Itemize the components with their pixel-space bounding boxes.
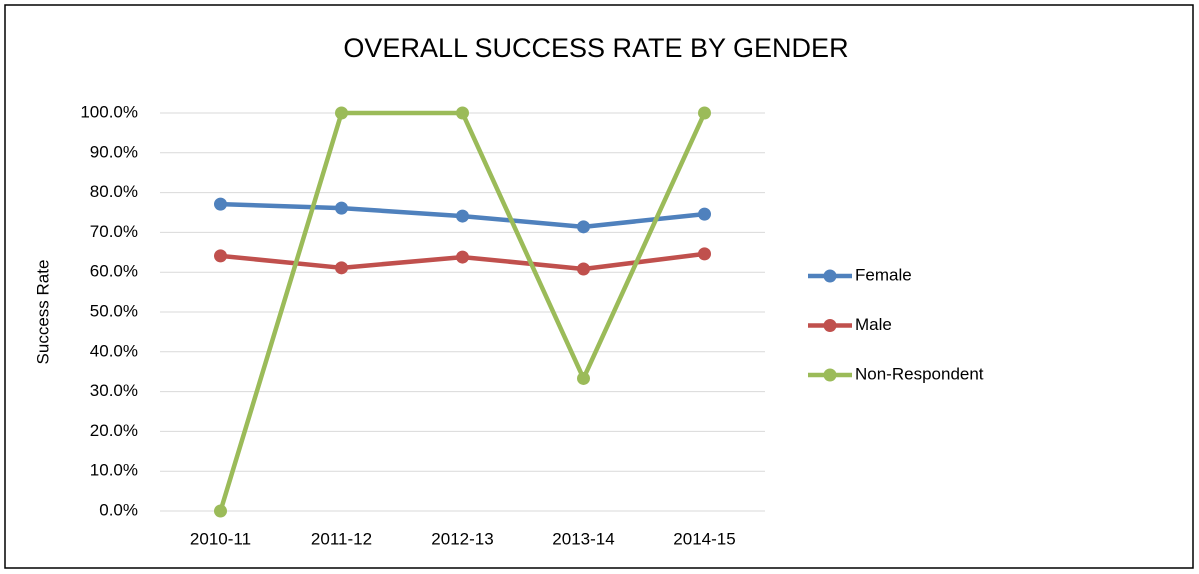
- y-tick-label: 0.0%: [99, 500, 138, 519]
- y-tick-label: 80.0%: [90, 182, 138, 201]
- data-point: [577, 220, 590, 234]
- data-point: [577, 262, 590, 276]
- y-tick-label: 70.0%: [90, 222, 138, 241]
- y-tick-label: 60.0%: [90, 262, 138, 281]
- chart-frame: [4, 4, 1194, 569]
- data-point: [335, 106, 348, 120]
- x-tick-label: 2013-14: [552, 529, 614, 548]
- data-point: [698, 247, 711, 261]
- data-point: [214, 197, 227, 211]
- data-point: [214, 504, 227, 518]
- x-tick-label: 2014-15: [673, 529, 735, 548]
- data-point: [698, 207, 711, 221]
- legend-label: Male: [855, 315, 892, 334]
- y-tick-label: 30.0%: [90, 381, 138, 400]
- legend-marker: [823, 269, 837, 283]
- y-tick-label: 90.0%: [90, 142, 138, 161]
- x-tick-label: 2011-12: [311, 529, 372, 548]
- y-tick-label: 100.0%: [80, 102, 138, 121]
- x-tick-label: 2012-13: [431, 529, 493, 548]
- data-point: [577, 371, 590, 385]
- legend-marker: [823, 368, 837, 382]
- data-point: [698, 106, 711, 120]
- data-point: [456, 250, 469, 264]
- data-point: [335, 261, 348, 275]
- y-tick-label: 50.0%: [90, 301, 138, 320]
- y-axis-label: Success Rate: [33, 260, 52, 365]
- x-tick-label: 2010-11: [190, 529, 251, 548]
- legend-marker: [823, 319, 837, 332]
- data-point: [456, 209, 469, 223]
- y-tick-label: 10.0%: [90, 461, 138, 480]
- data-point: [214, 249, 227, 263]
- data-point: [456, 106, 469, 120]
- data-point: [335, 201, 348, 215]
- chart-title: OVERALL SUCCESS RATE BY GENDER: [343, 33, 848, 63]
- legend-label: Non-Respondent: [855, 364, 984, 383]
- y-tick-label: 40.0%: [90, 341, 138, 360]
- y-tick-label: 20.0%: [90, 421, 138, 440]
- legend-label: Female: [855, 265, 912, 284]
